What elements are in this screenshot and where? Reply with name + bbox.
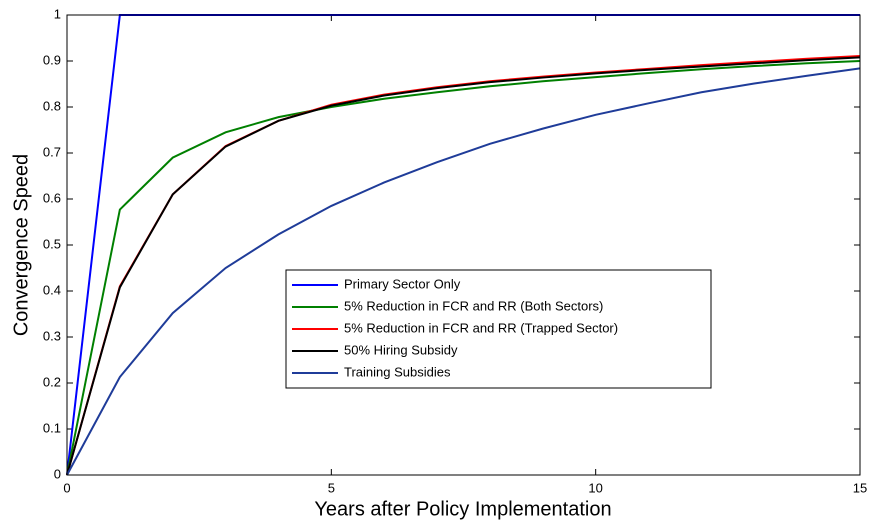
legend-label: 5% Reduction in FCR and RR (Trapped Sect… bbox=[344, 320, 618, 335]
series-line bbox=[66, 67, 861, 476]
legend-label: Primary Sector Only bbox=[344, 276, 461, 291]
y-tick-label: 0.7 bbox=[43, 144, 61, 159]
y-axis-label: Convergence Speed bbox=[10, 154, 32, 336]
y-tick-label: 0.4 bbox=[43, 282, 61, 297]
x-tick-label: 10 bbox=[588, 480, 602, 495]
y-tick-label: 0.8 bbox=[43, 98, 61, 113]
legend-label: 50% Hiring Subsidy bbox=[344, 342, 458, 357]
x-tick-label: 5 bbox=[328, 480, 335, 495]
x-axis-label: Years after Policy Implementation bbox=[314, 498, 611, 520]
y-tick-label: 0.1 bbox=[43, 420, 61, 435]
series-line bbox=[66, 60, 861, 476]
y-tick-label: 0.3 bbox=[43, 328, 61, 343]
legend-box bbox=[285, 269, 712, 389]
y-tick-label: 1 bbox=[54, 6, 61, 21]
y-tick-label: 0.9 bbox=[43, 52, 61, 67]
y-tick-label: 0.5 bbox=[43, 236, 61, 251]
legend-label: Training Subsidies bbox=[344, 364, 451, 379]
plot-frame bbox=[66, 14, 861, 476]
legend-label: 5% Reduction in FCR and RR (Both Sectors… bbox=[344, 298, 603, 313]
x-tick-label: 0 bbox=[63, 480, 70, 495]
x-tick-label: 15 bbox=[853, 480, 867, 495]
y-tick-label: 0.2 bbox=[43, 374, 61, 389]
y-tick-label: 0.6 bbox=[43, 190, 61, 205]
series-line bbox=[66, 56, 861, 476]
y-tick-label: 0 bbox=[54, 466, 61, 481]
